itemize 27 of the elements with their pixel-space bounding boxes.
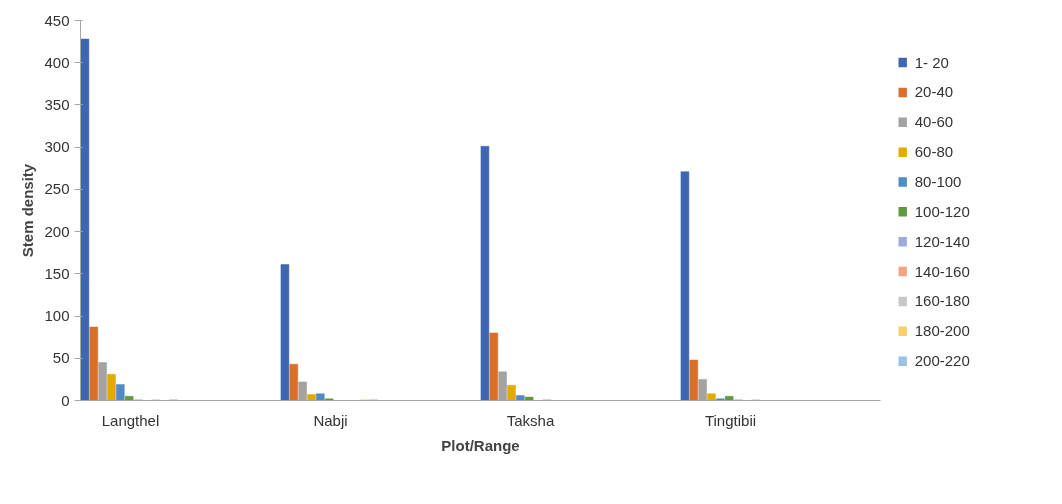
- y-tick-label: 350: [44, 95, 70, 113]
- y-tick-label: 250: [44, 180, 70, 198]
- y-tick-label: 400: [44, 53, 70, 71]
- y-axis-title: Stem density: [19, 163, 37, 258]
- legend-label: 180-200: [914, 322, 970, 340]
- legend-label: 1- 20: [914, 54, 949, 72]
- x-tick-label: Langthel: [101, 411, 160, 429]
- legend-label: 60-80: [914, 143, 954, 161]
- legend-label: 40-60: [914, 113, 954, 131]
- x-axis-title: Plot/Range: [441, 436, 520, 454]
- x-tick-label: Nabji: [313, 411, 348, 429]
- y-tick-label: 100: [44, 307, 70, 325]
- x-tick-label: Tingtibii: [704, 411, 757, 429]
- y-tick-label: 0: [61, 391, 70, 409]
- legend-label: 80-100: [914, 173, 962, 190]
- y-tick-label: 150: [44, 264, 70, 282]
- legend-label: 200-220: [914, 352, 970, 370]
- legend-label: 140-160: [914, 262, 970, 280]
- y-tick-label: 50: [52, 349, 70, 367]
- legend-label: 160-180: [914, 292, 970, 310]
- y-tick-label: 300: [44, 138, 70, 156]
- legend-label: 100-120: [914, 202, 970, 220]
- legend-label: 20-40: [914, 83, 954, 101]
- y-tick-label: 200: [44, 222, 70, 240]
- legend-label: 120-140: [914, 232, 970, 250]
- y-tick-label: 450: [44, 11, 70, 29]
- x-tick-label: Taksha: [506, 411, 555, 429]
